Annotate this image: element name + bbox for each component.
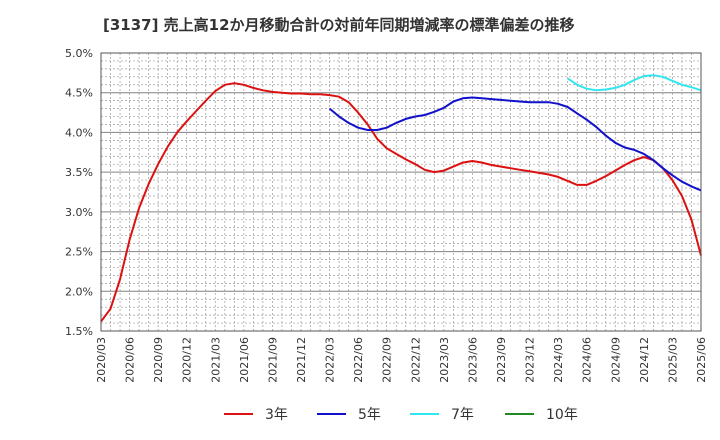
axis-layer: 5.0% 4.5% 4.0% 3.5% 3.0% 2.5% 2.0% 1.5%2020/03 2… (65, 47, 708, 383)
x-tick-label: 2023/12 (524, 337, 537, 383)
x-tick-label: 2023/09 (495, 337, 508, 383)
x-tick-label: 2020/06 (124, 337, 137, 383)
x-tick-label: 2024/09 (609, 337, 622, 383)
x-tick-label: 2023/06 (466, 337, 479, 383)
x-tick-label: 2025/06 (695, 337, 708, 383)
x-tick-label: 2022/12 (409, 337, 422, 383)
y-tick-label: 3.5% (65, 166, 93, 179)
x-tick-label: 2020/12 (181, 337, 194, 383)
x-tick-label: 2020/09 (152, 337, 165, 383)
x-tick-label: 2023/03 (438, 337, 451, 383)
legend-label-1: 5年 (358, 407, 381, 423)
series-line-1 (328, 96, 702, 192)
chart-title: [3137] 売上高12か月移動合計の対前年同期増減率の標準偏差の推移 (103, 16, 575, 34)
x-tick-label: 2021/12 (295, 337, 308, 383)
x-tick-label: 2024/12 (638, 337, 651, 383)
legend: 3年 5年 7年 10年 (224, 407, 578, 423)
x-tick-label: 2020/03 (95, 337, 108, 383)
y-tick-label: 2.5% (65, 246, 93, 259)
y-tick-label: 4.5% (65, 87, 93, 100)
series-line-2 (567, 74, 702, 92)
grid-layer (101, 52, 701, 332)
y-tick-label: 3.0% (65, 206, 93, 219)
plot-background (101, 53, 701, 331)
x-tick-label: 2022/06 (352, 337, 365, 383)
y-tick-label: 2.0% (65, 285, 93, 298)
x-tick-label: 2021/09 (266, 337, 279, 383)
y-tick-label: 5.0% (65, 47, 93, 60)
x-tick-label: 2022/03 (324, 337, 337, 383)
legend-label-3: 10年 (546, 407, 578, 423)
x-tick-label: 2021/03 (209, 337, 222, 383)
x-tick-label: 2024/06 (581, 337, 594, 383)
x-tick-label: 2025/03 (666, 337, 679, 383)
x-tick-label: 2024/03 (552, 337, 565, 383)
y-tick-label: 1.5% (65, 325, 93, 338)
x-tick-label: 2021/06 (238, 337, 251, 383)
legend-label-0: 3年 (265, 407, 288, 423)
series-layer (100, 74, 702, 323)
plot-frame (100, 52, 702, 332)
series-line-0 (100, 82, 702, 323)
x-tick-label: 2022/09 (381, 337, 394, 383)
y-tick-label: 4.0% (65, 126, 93, 139)
legend-label-2: 7年 (451, 407, 474, 423)
